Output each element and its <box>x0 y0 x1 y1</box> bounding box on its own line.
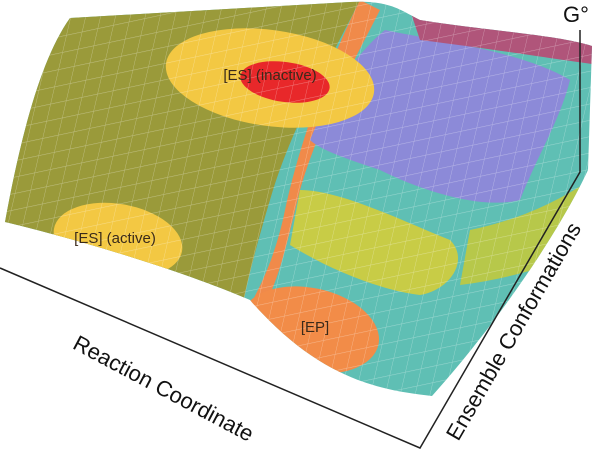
region-label: [ES] (inactive) <box>223 67 316 84</box>
region-label: [EP] <box>301 319 329 336</box>
x-axis-label: Reaction Coordinate <box>69 330 258 446</box>
z-axis-label: G° <box>563 2 589 27</box>
region-label: [ES] (active) <box>74 230 156 247</box>
axis-frame <box>0 30 581 449</box>
